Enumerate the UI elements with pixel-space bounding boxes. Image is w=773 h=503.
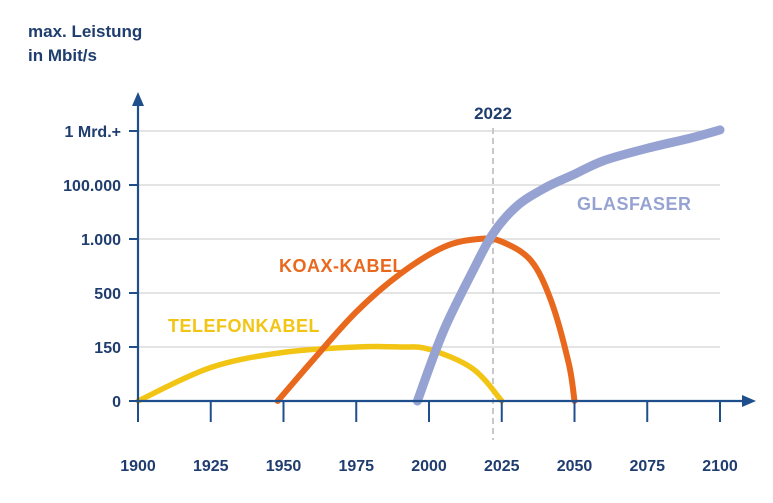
series-line-koax-kabel xyxy=(274,235,578,404)
series-line-glasfaser xyxy=(412,125,725,406)
y-tick-label: 0 xyxy=(112,394,121,411)
axes xyxy=(129,92,756,422)
x-tick-label: 1925 xyxy=(193,458,229,475)
x-tick-label: 2000 xyxy=(411,458,447,475)
x-tick-label: 2100 xyxy=(702,458,738,475)
y-tick-label: 1 Mrd.+ xyxy=(65,124,121,141)
x-tick-label: 2050 xyxy=(557,458,593,475)
series-label-koax-kabel: KOAX-KABEL xyxy=(279,256,404,276)
y-tick-label: 500 xyxy=(94,286,121,303)
x-tick-label: 1950 xyxy=(266,458,302,475)
y-axis-title-line: max. Leistung xyxy=(28,22,142,41)
series-label-glasfaser: GLASFASER xyxy=(577,194,692,214)
y-tick-label: 1.000 xyxy=(81,232,121,249)
y-axis-title-line: in Mbit/s xyxy=(28,46,97,65)
y-axis-arrowhead xyxy=(132,92,144,106)
x-tick-label: 2025 xyxy=(484,458,520,475)
annotation-label-2022: 2022 xyxy=(474,104,512,123)
series-line-telefonkabel xyxy=(135,343,505,404)
grid-lines xyxy=(138,130,720,348)
series-label-telefonkabel: TELEFONKABEL xyxy=(168,316,320,336)
series-layer xyxy=(135,125,725,406)
x-axis-arrowhead xyxy=(742,395,756,407)
y-tick-label: 100.000 xyxy=(63,178,121,195)
x-tick-label: 2075 xyxy=(629,458,665,475)
x-tick-label: 1900 xyxy=(120,458,156,475)
y-tick-label: 150 xyxy=(94,340,121,357)
label-layer: max. Leistung in Mbit/s 0 150 500 1.000 100.00… xyxy=(28,22,738,475)
x-tick-label: 1975 xyxy=(338,458,374,475)
